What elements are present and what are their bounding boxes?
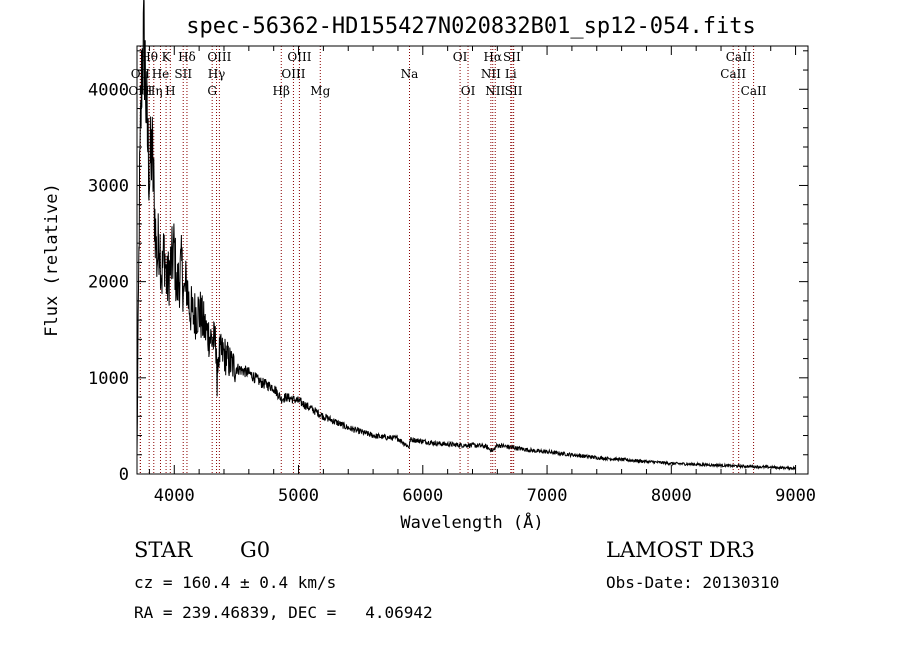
spectral-line-label-6: Hα (483, 50, 502, 64)
spectral-line-label-7: SII (503, 50, 521, 64)
redshift-velocity: cz = 160.4 ± 0.4 km/s (134, 573, 337, 592)
spectral-line-label-5: OI (453, 50, 468, 64)
spectral-line-label-20: H (165, 84, 175, 98)
spectrum-line-0 (136, 0, 796, 471)
spectral-line-label-8: CaII (726, 50, 752, 64)
x-axis-ticks: 4000 5000 6000 7000 8000 9000 (148, 46, 816, 506)
object-subclass: G0 (240, 538, 271, 562)
x-axis-label: Wavelength (Å) (400, 511, 543, 533)
y-tick-label-4: 4000 (88, 80, 129, 100)
y-tick-label-3: 3000 (88, 176, 129, 196)
x-tick-label-5: 9000 (775, 486, 816, 506)
spectral-line-label-1: K (162, 50, 172, 64)
spectral-line-label-15: NII (481, 67, 501, 81)
spectral-line-label-2: Hδ (178, 50, 196, 64)
spectral-line-label-27: CaII (741, 84, 767, 98)
x-tick-label-1: 5000 (278, 486, 319, 506)
spectral-line-label-10: He (152, 67, 170, 81)
x-tick-label-3: 7000 (527, 486, 568, 506)
spectral-line-label-25: NII (485, 84, 505, 98)
spectral-line-label-24: OI (461, 84, 476, 98)
object-class: STAR (134, 538, 193, 562)
survey-name: LAMOST DR3 (606, 538, 755, 562)
spectral-line-label-26: SII (505, 84, 523, 98)
chart-title: spec-56362-HD155427N020832B01_sp12-054.f… (186, 14, 756, 39)
plot-frame (136, 45, 809, 475)
y-tick-label-2: 2000 (88, 273, 129, 293)
reference-lines (139, 46, 755, 474)
spectrum-series (136, 0, 796, 471)
spectral-line-label-16: Li (505, 67, 517, 81)
x-tick-label-0: 4000 (154, 486, 195, 506)
ra-dec-coordinates: RA = 239.46839, DEC = 4.06942 (134, 603, 433, 622)
spectral-line-label-14: Na (401, 67, 419, 81)
x-tick-label-4: 8000 (651, 486, 692, 506)
spectral-line-label-11: SII (174, 67, 192, 81)
spectral-line-label-12: Hγ (208, 67, 226, 81)
spectral-line-label-4: OIII (287, 50, 311, 64)
y-axis-label: Flux (relative) (42, 183, 62, 337)
spectral-line-label-22: Hβ (273, 84, 290, 98)
spectral-line-label-23: Mg (310, 84, 330, 98)
spectral-line-label-21: G (207, 84, 217, 98)
observation-date: Obs-Date: 20130310 (606, 573, 780, 592)
y-tick-label-1: 1000 (88, 369, 129, 389)
spectral-line-label-19: Hη (145, 84, 163, 98)
spectral-line-label-13: OIII (281, 67, 305, 81)
spectral-line-label-17: CaII (720, 67, 746, 81)
y-axis-ticks: 0 1000 2000 3000 4000 (88, 50, 808, 485)
y-tick-label-0: 0 (119, 465, 129, 485)
x-tick-label-2: 6000 (402, 486, 443, 506)
spectral-line-label-3: OIII (207, 50, 231, 64)
